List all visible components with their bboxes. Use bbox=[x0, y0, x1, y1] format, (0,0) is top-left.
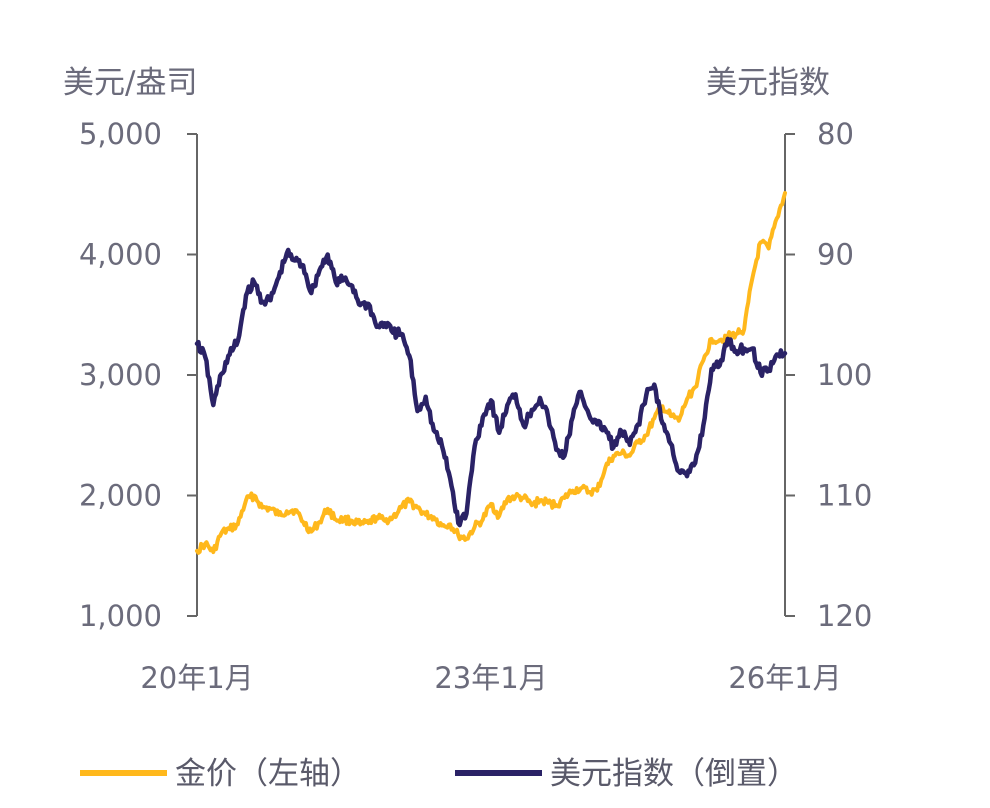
left-axis: 1,000 2,000 3,000 4,000 5,000 bbox=[79, 117, 198, 633]
left-tick-label: 2,000 bbox=[79, 479, 162, 513]
legend-label-gold: 金价（左轴） bbox=[175, 756, 361, 792]
x-tick-label: 26年1月 bbox=[728, 661, 841, 695]
legend-label-usd: 美元指数（倒置） bbox=[550, 756, 798, 792]
right-tick-label: 80 bbox=[817, 117, 854, 151]
x-tick-label: 23年1月 bbox=[434, 661, 547, 695]
left-axis-title: 美元/盎司 bbox=[63, 65, 197, 101]
right-tick-label: 100 bbox=[817, 358, 872, 392]
x-tick-label: 20年1月 bbox=[140, 661, 253, 695]
right-tick-label: 110 bbox=[817, 479, 872, 513]
right-axis: 80 90 100 110 120 bbox=[784, 117, 872, 633]
legend: 金价（左轴） 美元指数（倒置） bbox=[80, 756, 798, 792]
gold-price-line bbox=[195, 191, 787, 555]
left-tick-label: 3,000 bbox=[79, 358, 162, 392]
left-tick-label: 1,000 bbox=[79, 599, 162, 633]
plot-area bbox=[194, 191, 788, 555]
left-tick-label: 5,000 bbox=[79, 117, 162, 151]
right-tick-label: 120 bbox=[817, 599, 872, 633]
x-axis: 20年1月 23年1月 26年1月 bbox=[140, 661, 841, 695]
usd-index-line bbox=[194, 247, 788, 528]
right-tick-label: 90 bbox=[817, 238, 854, 272]
right-axis-title: 美元指数 bbox=[706, 65, 830, 101]
left-tick-label: 4,000 bbox=[79, 238, 162, 272]
